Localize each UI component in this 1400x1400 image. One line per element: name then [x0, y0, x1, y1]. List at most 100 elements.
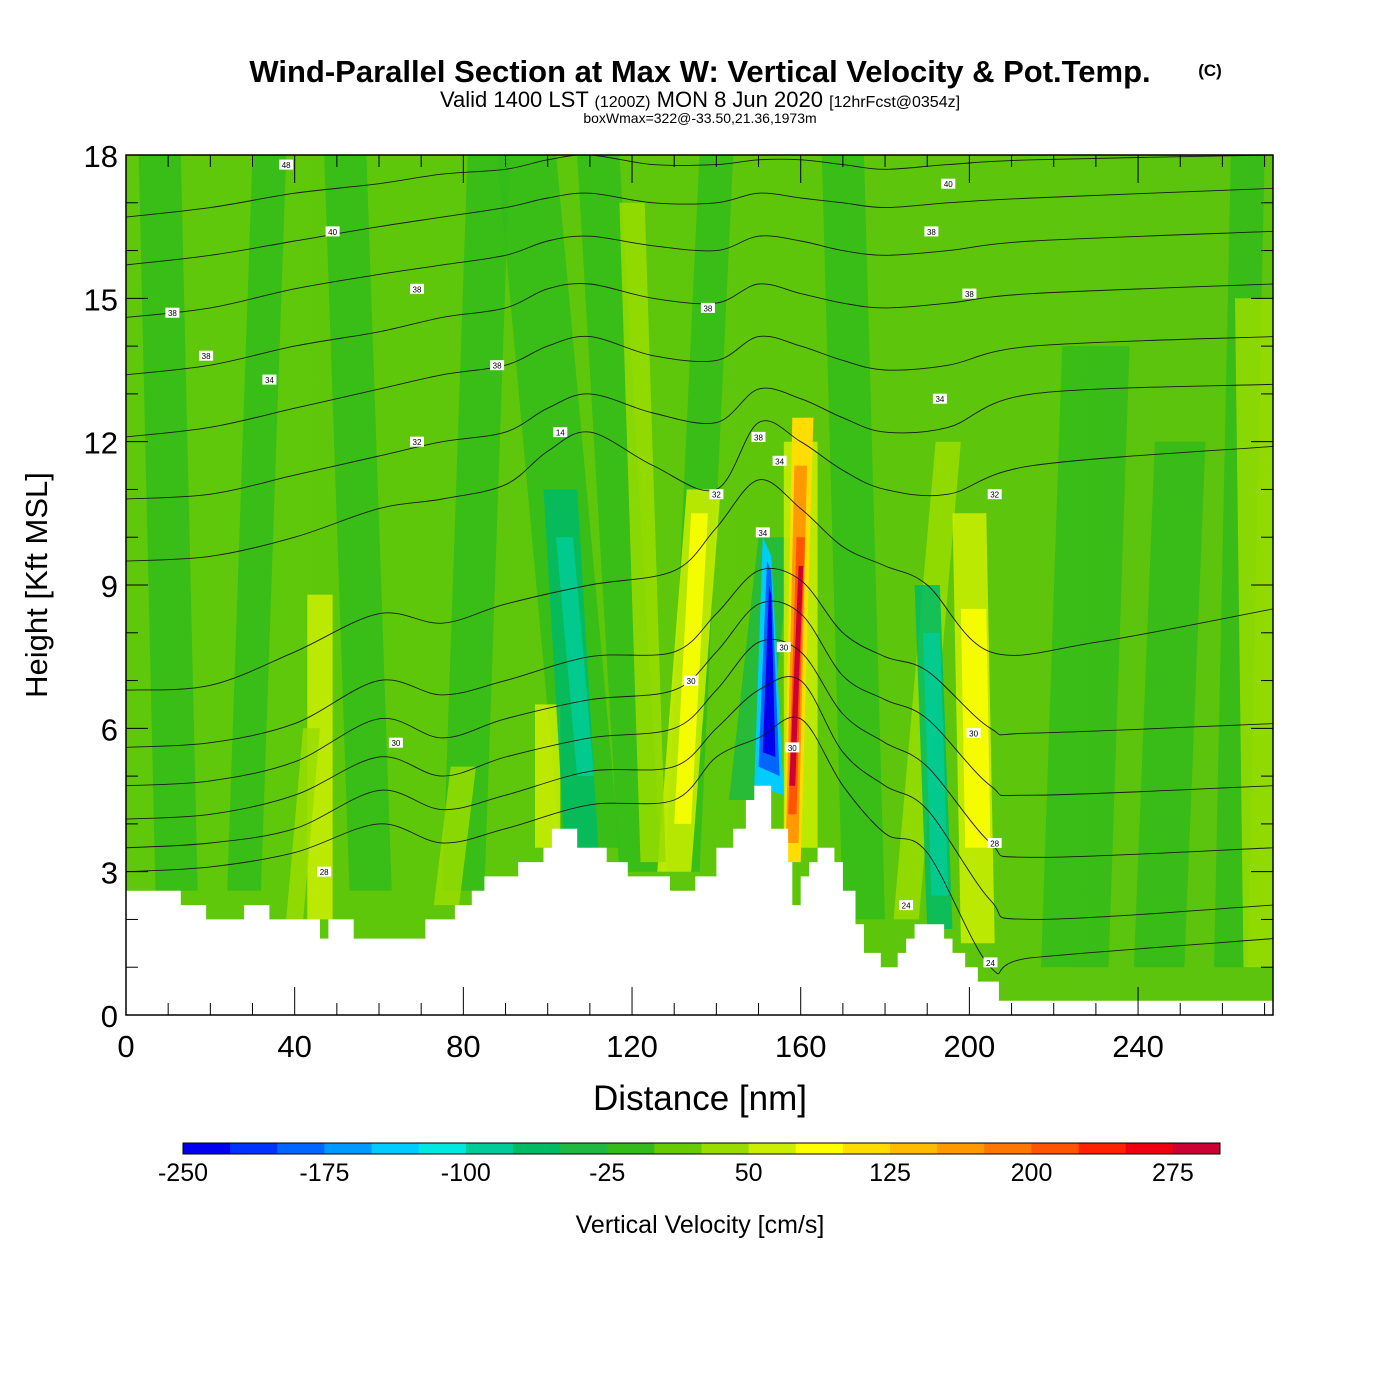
colorbar-tick-label: 50 — [735, 1159, 763, 1187]
isentrope-label: 34 — [935, 395, 944, 404]
colorbar-frame — [182, 1142, 1221, 1155]
colorbar-swatch — [748, 1143, 797, 1154]
velocity-band — [1235, 298, 1273, 968]
isentrope-label: 34 — [775, 457, 784, 466]
isentrope-label: 38 — [754, 433, 763, 442]
isentrope-label-bg — [410, 283, 424, 294]
isentrope-label-bg — [785, 742, 800, 753]
isentrope-label-bg — [165, 307, 180, 318]
isentrope-label: 38 — [413, 285, 422, 294]
isentrope-label-bg — [772, 455, 787, 466]
isentrope-label: 14 — [556, 429, 565, 438]
boxwmax-line: boxWmax=322@-33.50,21.36,1973m — [583, 110, 816, 126]
isentrope-label: 38 — [168, 309, 177, 318]
velocity-band — [535, 704, 561, 848]
isentrope-label-bg — [932, 393, 947, 404]
x-tick-label: 200 — [944, 1029, 996, 1064]
colorbar-swatch — [512, 1143, 561, 1154]
chart-title: Wind-Parallel Section at Max W: Vertical… — [249, 54, 1150, 89]
y-tick-label: 6 — [101, 712, 118, 747]
axes: 0 40 80 120 160 200 240 0 3 6 9 12 15 18 — [84, 139, 1273, 1064]
isentrope-label-bg — [262, 374, 277, 385]
colorbar-swatch — [371, 1143, 420, 1154]
isentrope-label: 28 — [990, 840, 999, 849]
isentrope-line — [126, 676, 1273, 920]
isentrope-label-bg — [410, 436, 424, 447]
forecast-info: [12hrFcst@0354z] — [829, 94, 960, 111]
velocity-band — [674, 513, 708, 824]
isentrope-label: 40 — [944, 180, 953, 189]
colorbar-swatch — [701, 1143, 750, 1154]
colorbar-swatch — [418, 1143, 467, 1154]
colorbar-tick-label: -25 — [589, 1159, 625, 1187]
isentrope-label: 38 — [703, 304, 712, 313]
valid-utc: (1200Z) — [594, 94, 650, 111]
colorbar-tick-label: 125 — [869, 1159, 911, 1187]
isentrope-line — [126, 479, 1273, 691]
isentrope-label: 24 — [902, 902, 911, 911]
y-tick-label: 12 — [84, 426, 118, 461]
isentrope-label-bg — [700, 302, 715, 313]
isentrope-line — [126, 600, 1273, 796]
isentrope-line — [126, 230, 1273, 318]
isentrope-label-bg — [983, 957, 998, 968]
isentrope-label: 38 — [927, 228, 936, 237]
colorbar-swatch — [1031, 1143, 1080, 1154]
isentrope-label-bg — [987, 838, 1002, 848]
colorbar-swatch — [795, 1143, 844, 1154]
isentrope-label-bg — [966, 728, 981, 739]
colorbar-swatch — [465, 1143, 514, 1154]
isentrope-label-bg — [709, 489, 724, 500]
colorbar-swatch — [324, 1143, 373, 1154]
isentrope-label: 32 — [712, 491, 721, 500]
y-tick-label: 9 — [101, 569, 118, 604]
colorbar-swatch — [607, 1143, 655, 1154]
isentrope-label-bg — [684, 675, 699, 686]
isentrope-label: 30 — [391, 739, 400, 748]
x-axis-label: Distance [nm] — [593, 1079, 807, 1118]
colorbar-swatch — [1125, 1143, 1174, 1154]
velocity-band — [286, 728, 320, 920]
isentrope-label: 38 — [202, 352, 211, 361]
isentrope-line — [126, 335, 1273, 438]
isentrope-label-bg — [388, 737, 403, 748]
isentrope-label-bg — [924, 226, 939, 237]
colorbar-swatch — [230, 1143, 278, 1154]
isentrope-label: 32 — [990, 491, 999, 500]
isentrope-label: 48 — [282, 161, 291, 170]
isentrope-line — [126, 420, 1273, 562]
isentrope-label: 34 — [758, 529, 767, 538]
isentrope-label-bg — [776, 642, 791, 653]
velocity-field — [138, 155, 1273, 968]
y-tick-label: 3 — [101, 856, 118, 891]
isentrope-label-bg — [553, 427, 568, 438]
velocity-band — [619, 202, 666, 863]
isentrope-label: 28 — [320, 868, 329, 877]
x-tick-label: 40 — [277, 1029, 311, 1064]
isentrope-label-bg — [962, 288, 977, 299]
colorbar-swatch — [842, 1143, 891, 1154]
isentrope-label-bg — [755, 527, 770, 538]
isentrope-line — [126, 155, 1273, 218]
isentrope-label-bg — [941, 178, 956, 189]
isentrope-label: 34 — [265, 376, 274, 385]
isentrope-labels: 48 40 38 38 38 38 34 32 38 40 38 38 34 14 38 34 32 32 34 30… — [165, 159, 1002, 968]
isentrope-label: 38 — [965, 290, 974, 299]
y-tick-label: 18 — [84, 139, 118, 174]
isentrope-line — [126, 383, 1273, 500]
velocity-band — [556, 537, 595, 777]
colorbar-swatch — [890, 1143, 938, 1154]
isentrope-label-bg — [317, 866, 332, 877]
colorbar-label: Vertical Velocity [cm/s] — [576, 1211, 825, 1239]
colorbar-tick-label: 275 — [1152, 1159, 1194, 1187]
isentrope-label: 24 — [986, 959, 995, 968]
terrain — [126, 785, 1273, 1015]
colorbar-swatch — [937, 1143, 985, 1154]
isentrope-label-bg — [279, 159, 294, 170]
colorbar-tick-label: 200 — [1011, 1159, 1053, 1187]
x-tick-label: 160 — [775, 1029, 827, 1064]
y-axis-label: Height [Kft MSL] — [19, 472, 54, 698]
velocity-band — [138, 155, 198, 891]
isentrope-label-bg — [199, 350, 214, 361]
